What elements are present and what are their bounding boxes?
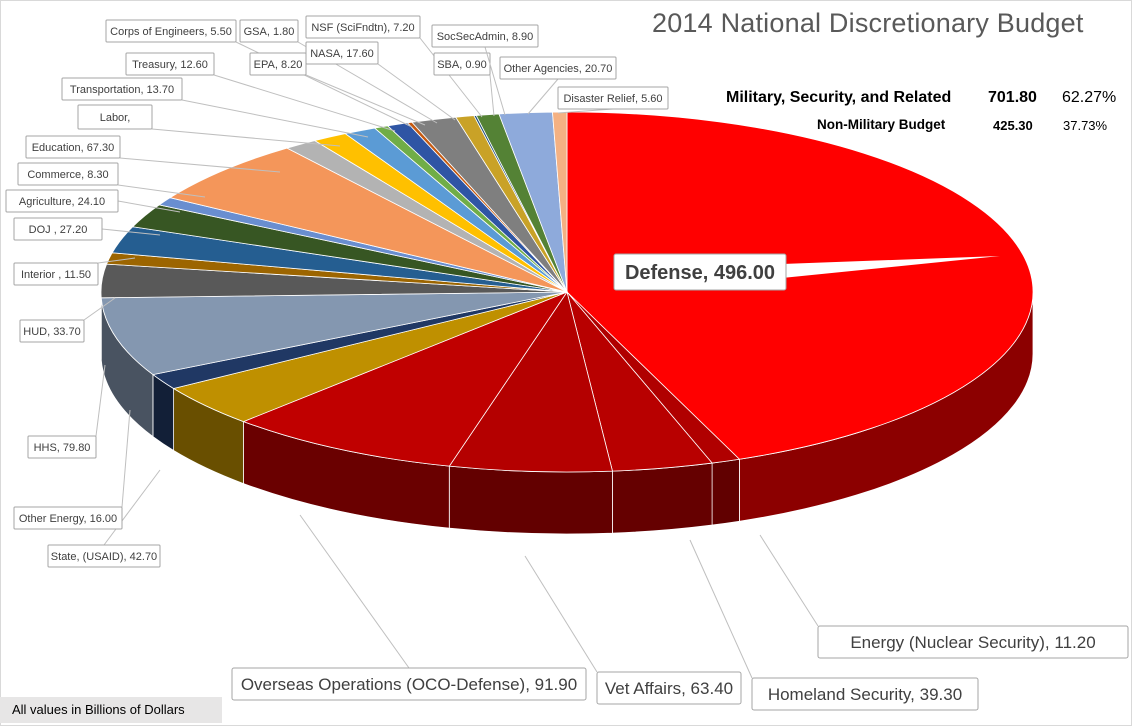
data-label-text-overseas-operations-oco-defense-: Overseas Operations (OCO-Defense), 91.90 [241, 675, 577, 694]
data-label-transportation: Transportation, 13.70 [61, 77, 183, 101]
pie-side-homeland-security [612, 462, 713, 534]
pie-slice-hhs [100, 291, 568, 376]
data-label-corps-of-engineers: Corps of Engineers, 5.50 [105, 19, 237, 43]
data-label-other-energy: Other Energy, 16.00 [13, 506, 123, 530]
leader-line-vet-affairs [524, 555, 598, 673]
leader-line-agriculture [117, 200, 181, 213]
data-label-text-disaster-relief: Disaster Relief, 5.60 [563, 93, 662, 105]
leader-line-commerce [117, 184, 206, 198]
data-label-text-labor: Labor, [100, 112, 131, 124]
pie-slice-overseas-operations-oco-defense- [242, 291, 569, 467]
data-label-text-nsf-scifndtn-: NSF (SciFndtn), 7.20 [311, 22, 414, 34]
military-value: 701.80 [988, 89, 1037, 106]
data-label-text-transportation: Transportation, 13.70 [70, 84, 174, 96]
units-note: All values in Billions of Dollars [0, 697, 222, 723]
data-label-text-doj: DOJ , 27.20 [29, 224, 88, 236]
data-label-text-homeland-security: Homeland Security, 39.30 [768, 685, 962, 704]
leader-line-homeland-security [689, 539, 753, 679]
leader-line-labor [151, 128, 341, 147]
data-label-labor: Labor, [77, 104, 153, 130]
data-label-text-socsecadmin: SocSecAdmin, 8.90 [437, 31, 534, 43]
pie-slice-education [169, 147, 568, 293]
military-label: Military, Security, and Related [726, 89, 952, 106]
data-label-text-energy-nuclear-security-: Energy (Nuclear Security), 11.20 [850, 633, 1095, 652]
leader-line-state-usaid- [103, 469, 161, 546]
data-label-epa: EPA, 8.20 [249, 52, 307, 76]
data-label-hud: HUD, 33.70 [19, 319, 85, 343]
data-label-text-hhs: HHS, 79.80 [34, 442, 91, 454]
data-label-text-corps-of-engineers: Corps of Engineers, 5.50 [110, 26, 232, 38]
leader-line-nsf-scifndtn- [419, 37, 483, 118]
chart-title: 2014 National Discretionary Budget [652, 8, 1084, 38]
nonmilitary-label: Non-Military Budget [817, 117, 946, 132]
nonmilitary-value: 425.30 [993, 118, 1033, 133]
data-label-text-nasa: NASA, 17.60 [310, 48, 374, 60]
data-label-text-hud: HUD, 33.70 [23, 326, 80, 338]
data-labels: Defense, 496.00 Energy (Nuclear Security)… [5, 15, 1129, 711]
nonmilitary-percent: 37.73% [1063, 118, 1108, 133]
pie-side-vet-affairs [448, 465, 613, 535]
data-label-homeland-security: Homeland Security, 39.30 [751, 677, 979, 711]
leader-line-epa [305, 74, 426, 126]
data-label-text-treasury: Treasury, 12.60 [132, 59, 208, 71]
data-label-text-commerce: Commerce, 8.30 [27, 169, 108, 181]
leader-line-overseas-operations-oco-defense- [299, 514, 410, 669]
data-label-text-agriculture: Agriculture, 24.10 [19, 196, 105, 208]
data-label-sba: SBA, 0.90 [433, 52, 491, 76]
leader-line-education [119, 157, 281, 173]
data-label-hhs: HHS, 79.80 [27, 435, 97, 459]
military-percent: 62.27% [1062, 89, 1117, 106]
leader-line-hhs [95, 364, 106, 437]
pie-slice-defense [566, 111, 1034, 460]
data-label-text-education: Education, 67.30 [32, 142, 115, 154]
data-label-text-epa: EPA, 8.20 [254, 59, 303, 71]
leader-line-hud [83, 297, 116, 321]
data-label-text-vet-affairs: Vet Affairs, 63.40 [605, 679, 733, 698]
data-label-gsa: GSA, 1.80 [239, 19, 299, 43]
data-label-text-defense: Defense, 496.00 [625, 262, 775, 284]
leader-line-socsecadmin [484, 46, 506, 116]
leader-line-interior [97, 257, 136, 264]
pie-top-face [100, 111, 1034, 473]
data-label-defense: Defense, 496.00 [613, 253, 787, 291]
data-label-text-interior: Interior , 11.50 [21, 269, 91, 281]
data-label-agriculture: Agriculture, 24.10 [5, 189, 119, 213]
data-label-treasury: Treasury, 12.60 [125, 52, 215, 76]
data-label-nsf-scifndtn-: NSF (SciFndtn), 7.20 [305, 15, 421, 39]
data-label-energy-nuclear-security-: Energy (Nuclear Security), 11.20 [817, 625, 1129, 659]
data-label-overseas-operations-oco-defense-: Overseas Operations (OCO-Defense), 91.90 [231, 667, 587, 701]
data-label-doj: DOJ , 27.20 [13, 217, 103, 241]
leader-line-nasa [377, 63, 456, 121]
data-label-text-other-agencies: Other Agencies, 20.70 [504, 63, 613, 75]
data-label-text-gsa: GSA, 1.80 [244, 26, 295, 38]
pie-slice-vet-affairs [448, 291, 613, 473]
leader-line-doj [101, 228, 161, 236]
data-label-state-usaid-: State, (USAID), 42.70 [47, 544, 161, 568]
leader-line-other-agencies [527, 78, 559, 115]
leader-line-other-energy [121, 409, 131, 508]
leader-line-treasury [213, 74, 396, 132]
pie-side-walls [100, 291, 1034, 535]
leader-line-disaster-relief [557, 108, 614, 114]
data-label-socsecadmin: SocSecAdmin, 8.90 [431, 24, 539, 48]
data-label-vet-affairs: Vet Affairs, 63.40 [596, 671, 742, 705]
data-label-interior: Interior , 11.50 [13, 262, 99, 286]
leader-line-transportation [181, 99, 369, 138]
data-label-text-sba: SBA, 0.90 [437, 59, 487, 71]
data-label-text-state-usaid-: State, (USAID), 42.70 [51, 551, 157, 563]
data-label-education: Education, 67.30 [25, 135, 121, 159]
data-label-other-agencies: Other Agencies, 20.70 [499, 56, 617, 80]
data-label-commerce: Commerce, 8.30 [17, 162, 119, 186]
data-label-nasa: NASA, 17.60 [305, 41, 379, 65]
data-label-disaster-relief: Disaster Relief, 5.60 [557, 86, 669, 110]
pie-side-energy-nuclear-security- [711, 458, 740, 526]
data-label-text-other-energy: Other Energy, 16.00 [19, 513, 117, 525]
leader-line-defense [782, 256, 1000, 278]
leader-line-sba [489, 74, 495, 117]
leader-line-energy-nuclear-security- [759, 534, 819, 627]
